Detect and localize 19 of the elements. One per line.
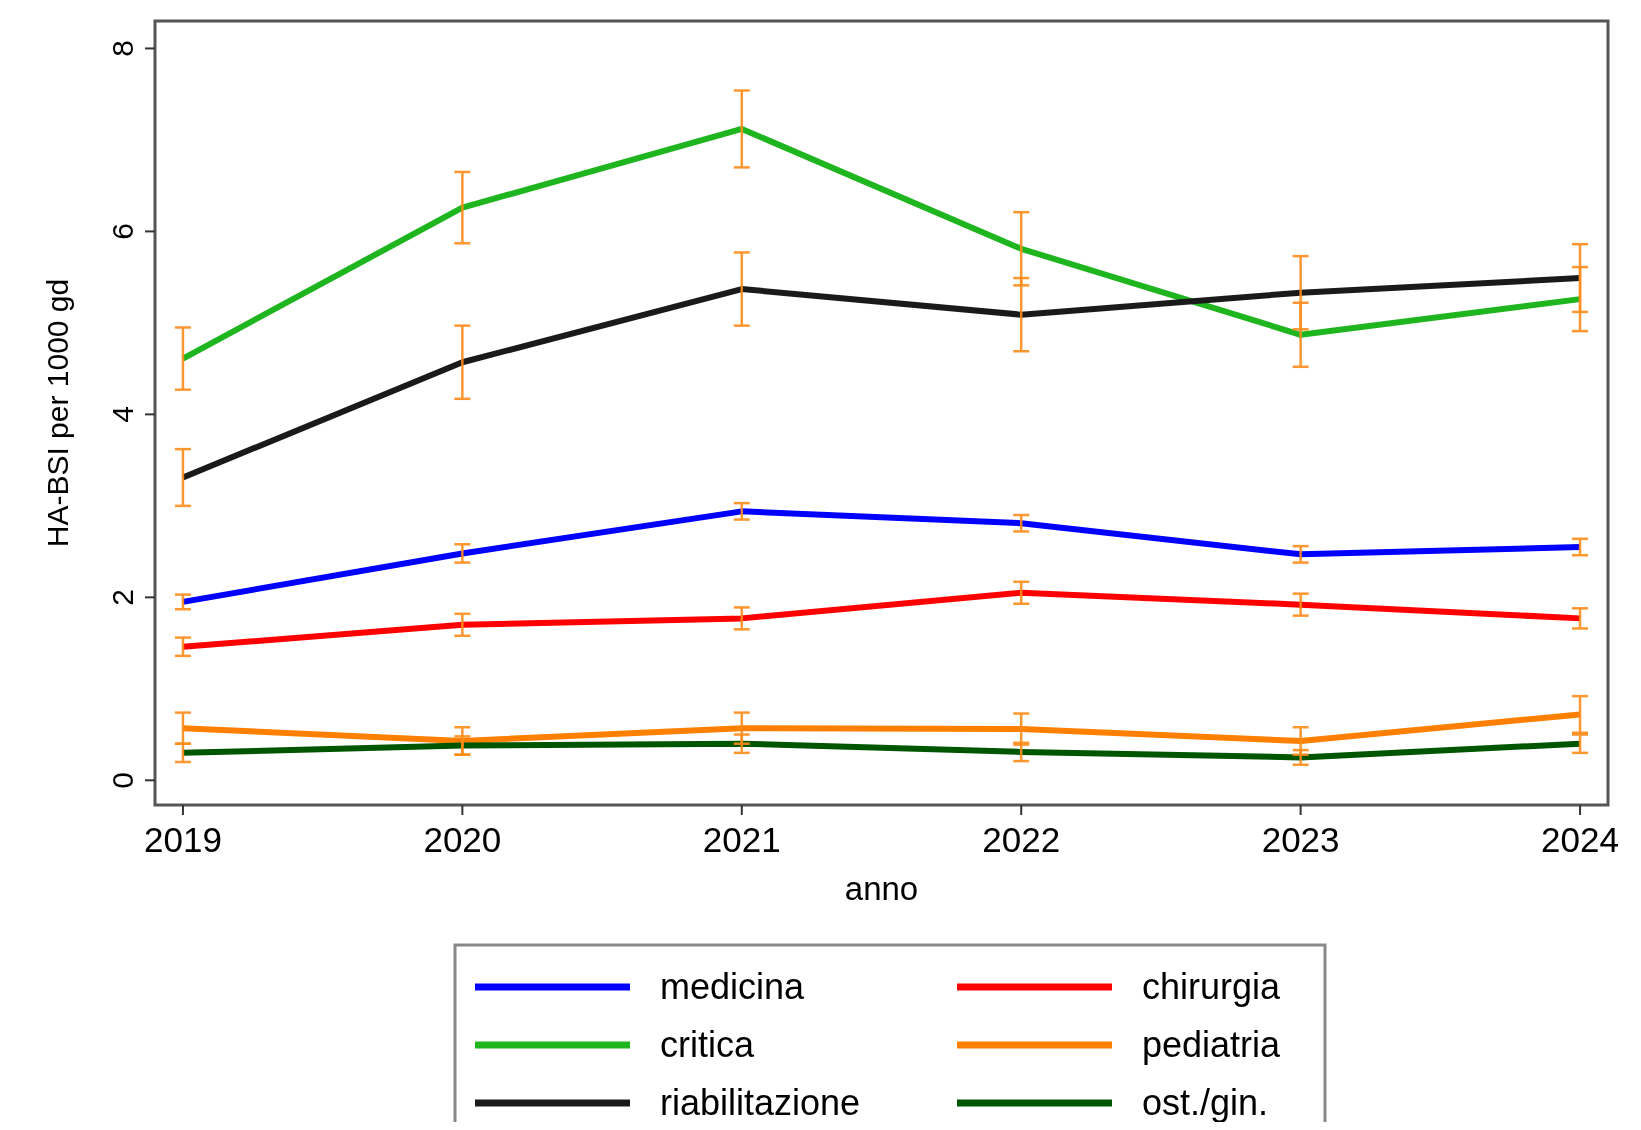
legend-label: medicina <box>660 966 806 1007</box>
legend-label: pediatria <box>1142 1024 1282 1065</box>
y-tick-label: 8 <box>106 40 139 57</box>
legend-label: riabilitazione <box>660 1082 861 1123</box>
x-tick-label: 2020 <box>423 820 502 859</box>
y-tick-label: 0 <box>106 771 139 789</box>
y-tick-label: 2 <box>106 588 139 606</box>
y-axis-title: HA-BSI per 1000 gd <box>41 278 74 548</box>
x-tick-label: 2023 <box>1261 820 1340 859</box>
x-tick-label: 2021 <box>702 820 781 859</box>
x-tick-label: 2022 <box>982 820 1061 859</box>
x-tick-label: 2024 <box>1541 820 1619 859</box>
legend-label: ost./gin. <box>1142 1082 1269 1123</box>
y-tick-label: 4 <box>106 406 139 423</box>
x-tick-label: 2019 <box>144 820 222 859</box>
x-axis-title: anno <box>844 870 919 907</box>
legend-label: chirurgia <box>1142 966 1282 1007</box>
y-tick-label: 6 <box>106 223 139 240</box>
legend-label: critica <box>660 1024 755 1065</box>
